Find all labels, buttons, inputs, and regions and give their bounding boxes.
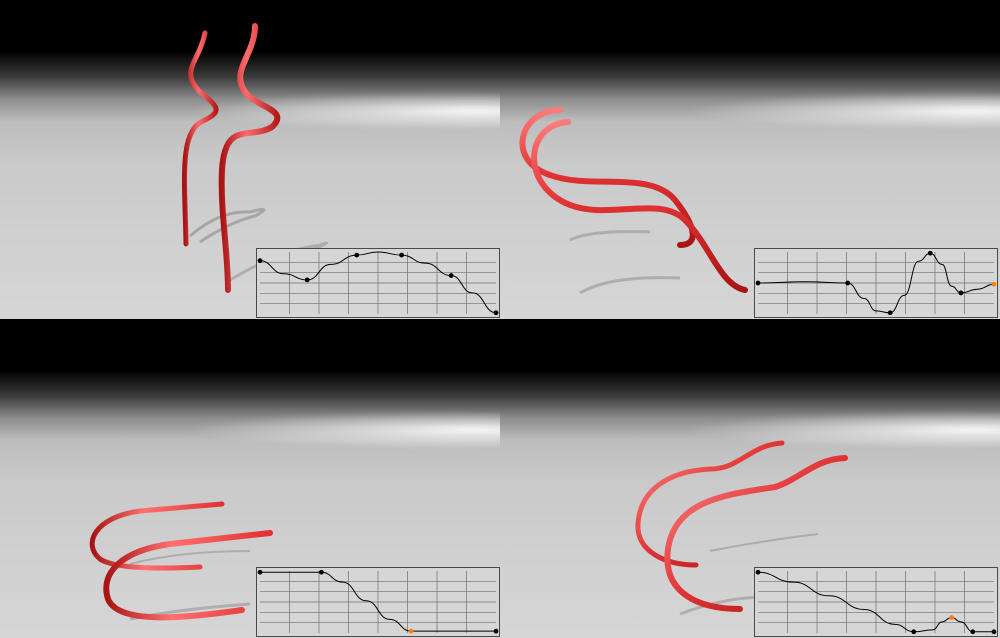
red-tube[interactable] [89,501,225,571]
tube-shadow [129,550,251,565]
curve-key-point[interactable] [991,629,997,635]
curve-key-point[interactable] [493,628,499,634]
curve-key-point[interactable] [304,277,310,283]
scene-3d [635,440,848,616]
curve-key-point[interactable] [991,281,997,287]
curve-editor[interactable] [754,248,998,318]
function-curve [259,251,497,314]
red-tube[interactable] [531,119,748,293]
curve-key-point[interactable] [257,569,263,575]
function-curve [757,571,994,633]
scene-3d [519,107,748,295]
curve-key-point[interactable] [354,252,360,258]
tube-shadow [579,276,681,295]
curve-key-point[interactable] [927,250,933,256]
red-tube[interactable] [218,23,281,293]
curve-key-point[interactable] [949,615,954,620]
curve-key-point[interactable] [755,569,761,575]
curve-key-point[interactable] [970,629,976,635]
curve-key-point[interactable] [958,290,964,296]
curve-key-point[interactable] [318,569,324,575]
curve-editor[interactable] [754,567,998,637]
curve-key-point[interactable] [755,280,761,286]
red-tube[interactable] [181,30,219,247]
curve-editor[interactable] [256,567,500,637]
tube-shadow [569,230,651,242]
curve-key-point[interactable] [448,273,454,278]
viewport-top-left[interactable] [0,0,500,319]
function-curve [260,571,496,632]
curve-key-point[interactable] [408,628,414,634]
curve-key-point[interactable] [399,252,404,258]
curve-key-point[interactable] [257,258,263,264]
curve-key-point[interactable] [911,629,917,635]
red-tube[interactable] [664,455,848,612]
red-tube[interactable] [103,530,273,621]
curve-key-point[interactable] [493,310,499,316]
tube-shadow [679,595,759,616]
red-tube[interactable] [635,440,785,568]
scene-3d [89,501,273,621]
tube-shadow [189,207,266,244]
curve-editor[interactable] [256,248,500,318]
tube-shadow [709,533,819,552]
curve-key-point[interactable] [845,280,851,286]
curve-key-point[interactable] [887,310,893,316]
